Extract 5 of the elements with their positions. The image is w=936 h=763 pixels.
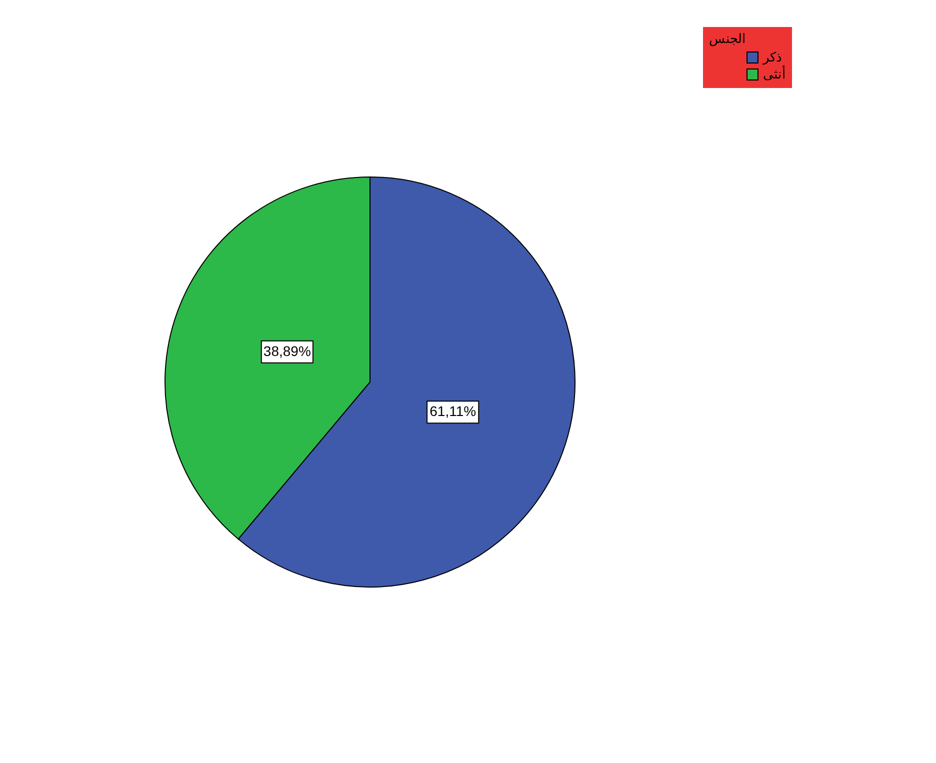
data-label: 61,11% bbox=[430, 403, 476, 420]
data-label: 38,89% bbox=[263, 342, 311, 359]
legend-label: ذكر bbox=[762, 50, 782, 66]
legend-label: أنثى bbox=[763, 66, 786, 82]
legend-title: الجنس bbox=[709, 31, 746, 47]
